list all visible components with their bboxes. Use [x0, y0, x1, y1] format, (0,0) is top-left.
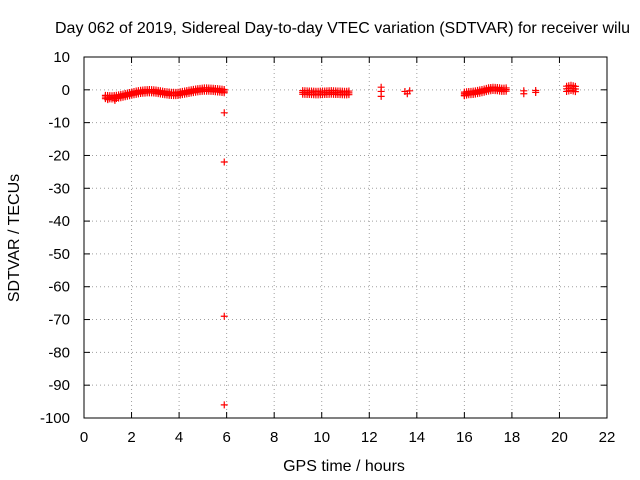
y-tick-label: -40 — [48, 213, 70, 230]
x-axis-label: GPS time / hours — [283, 458, 405, 475]
x-tick-label: 4 — [175, 429, 183, 446]
chart-title: Day 062 of 2019, Sidereal Day-to-day VTE… — [55, 20, 630, 37]
data-point-marker — [220, 158, 228, 166]
grid — [84, 57, 607, 418]
y-axis-label: SDTVAR / TECUs — [6, 174, 23, 302]
x-tick-label: 10 — [313, 429, 330, 446]
x-tick-label: 0 — [80, 429, 88, 446]
data-point-marker — [502, 84, 510, 92]
data-point-marker — [377, 92, 385, 100]
data-point-marker — [520, 90, 528, 98]
x-tick-label: 8 — [270, 429, 278, 446]
data-point-marker — [532, 88, 540, 96]
x-tick-label: 6 — [222, 429, 230, 446]
y-tick-label: -70 — [48, 312, 70, 329]
y-tick-label: 0 — [62, 82, 70, 99]
data-point-marker — [571, 82, 579, 90]
x-tick-label: 18 — [504, 429, 521, 446]
data-point-marker — [406, 87, 414, 95]
x-tick-label: 22 — [599, 429, 616, 446]
y-tick-label: -30 — [48, 180, 70, 197]
x-tick-label: 12 — [361, 429, 378, 446]
y-tick-label: -90 — [48, 377, 70, 394]
x-tick-label: 16 — [456, 429, 473, 446]
y-tick-label: -20 — [48, 147, 70, 164]
data-point-marker — [220, 109, 228, 117]
data-point-marker — [220, 401, 228, 409]
data-point-marker — [220, 312, 228, 320]
x-tick-label: 2 — [127, 429, 135, 446]
y-tick-label: -100 — [40, 410, 70, 427]
x-tick-labels: 0 2 4 6 8 10 12 14 16 18 20 22 — [80, 429, 616, 446]
data-points — [101, 81, 579, 409]
y-tick-label: 10 — [53, 49, 70, 66]
plot-frame — [83, 56, 608, 419]
data-point-marker — [460, 92, 468, 100]
data-point-marker — [220, 85, 228, 93]
y-tick-label: -80 — [48, 344, 70, 361]
data-point-marker — [345, 87, 353, 95]
y-tick-labels: 10 0 -10 -20 -30 -40 -50 -60 -70 -80 -90 -100 — [40, 49, 70, 427]
data-point-marker — [104, 96, 112, 104]
axis-ticks — [83, 56, 608, 419]
y-tick-label: -10 — [48, 115, 70, 132]
y-tick-label: -60 — [48, 279, 70, 296]
x-tick-label: 20 — [551, 429, 568, 446]
y-tick-label: -50 — [48, 246, 70, 263]
data-point-marker — [111, 96, 119, 104]
x-tick-label: 14 — [408, 429, 425, 446]
